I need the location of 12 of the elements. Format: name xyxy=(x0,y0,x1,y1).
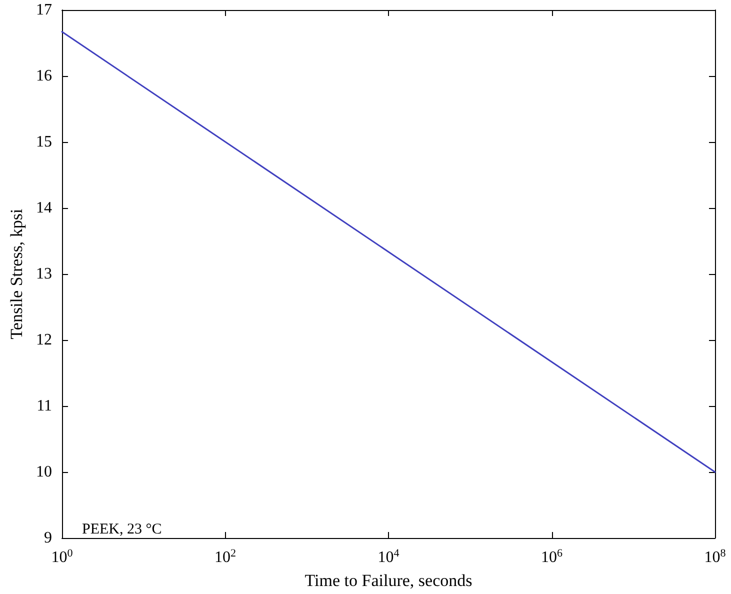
y-tick-label: 14 xyxy=(36,200,52,216)
y-tick-label: 11 xyxy=(36,398,52,414)
y-tick-label: 16 xyxy=(36,68,52,84)
x-axis-title: Time to Failure, seconds xyxy=(304,571,472,590)
y-tick-label: 17 xyxy=(36,2,52,18)
y-tick-label: 10 xyxy=(36,464,52,480)
y-tick-label: 15 xyxy=(36,134,52,150)
annotation: PEEK, 23 °C xyxy=(82,522,162,538)
y-tick-label: 12 xyxy=(36,332,52,348)
y-tick-label: 13 xyxy=(36,266,52,282)
y-axis-title: Tensile Stress, kpsi xyxy=(7,208,26,340)
y-tick-label: 9 xyxy=(44,530,52,546)
